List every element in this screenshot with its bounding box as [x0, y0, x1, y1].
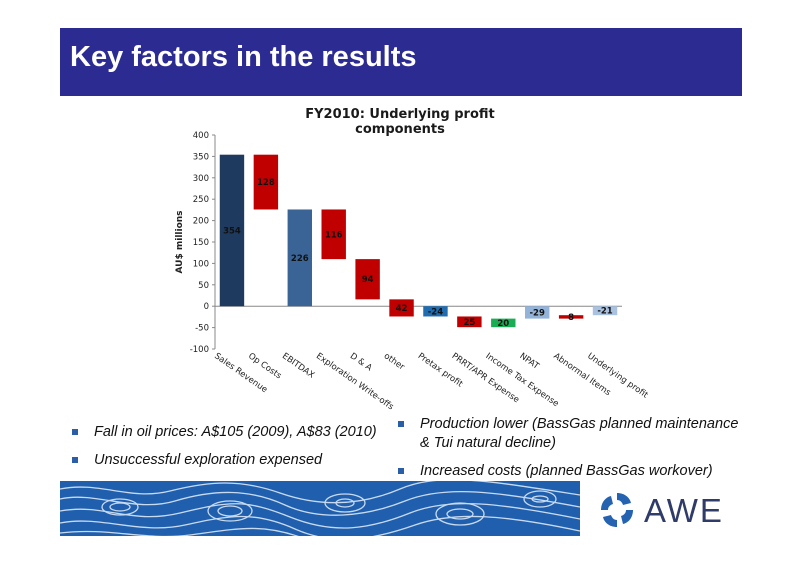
data-label: 128 [257, 178, 275, 188]
bar-decrease [253, 154, 279, 210]
x-tick-label: Abnormal Items [551, 351, 612, 398]
data-label: 25 [463, 318, 475, 328]
bullet-list-right: Production lower (BassGas planned mainte… [398, 415, 743, 490]
bar-increase [491, 318, 516, 328]
bar-increase [558, 315, 584, 319]
y-tick-label: 300 [193, 174, 209, 184]
bullet-text: Production lower (BassGas planned mainte… [420, 416, 739, 451]
contour-pattern-icon [60, 481, 580, 536]
bullet-item: Unsuccessful exploration expensed [72, 451, 402, 470]
data-label: 354 [223, 226, 241, 236]
bar-decrease [457, 316, 482, 328]
bar-decrease [389, 299, 414, 317]
y-tick-label: 0 [204, 302, 209, 312]
bar-total [592, 306, 618, 316]
bullet-item: Increased costs (planned BassGas workove… [398, 462, 743, 481]
logo-text: AWE [644, 492, 724, 529]
y-tick-label: 250 [193, 195, 209, 205]
y-tick-label: 350 [193, 152, 209, 162]
slide-title: Key factors in the results [70, 41, 417, 73]
bullet-item: Fall in oil prices: A$105 (2009), A$83 (… [72, 423, 402, 442]
waterfall-chart: 400 350 300 250 200 150 100 50 0 -50 -100 AU$ milli… [175, 131, 650, 413]
slide-header: Key factors in the results [60, 28, 742, 96]
bar-total [287, 209, 313, 307]
y-tick-label: 100 [193, 259, 209, 269]
y-tick-label: 200 [193, 217, 209, 227]
awe-logo: AWE [598, 491, 738, 531]
data-label: -24 [428, 307, 443, 317]
x-tick-label: other [382, 351, 407, 372]
data-label: 42 [396, 304, 408, 314]
bullet-item: Production lower (BassGas planned mainte… [398, 415, 743, 453]
data-label: 116 [325, 230, 343, 240]
y-axis-title: AU$ millions [175, 210, 185, 273]
footer-pattern-banner [60, 481, 580, 536]
x-tick-label: D & A [348, 351, 374, 373]
x-tick-label: EBITDAX [280, 351, 316, 380]
data-label: 226 [291, 254, 309, 264]
chart-container: FY2010: Underlying profit components 400… [160, 103, 660, 413]
x-tick-label: Underlying profit [585, 351, 650, 401]
y-tick-label: 50 [198, 281, 209, 291]
bullet-marker-icon [398, 468, 404, 474]
bullet-marker-icon [72, 457, 78, 463]
bullet-text: Increased costs (planned BassGas workove… [420, 463, 713, 479]
bullet-list-left: Fall in oil prices: A$105 (2009), A$83 (… [72, 423, 402, 479]
y-tick-label: 150 [193, 238, 209, 248]
y-tick-label: -50 [195, 324, 209, 334]
y-tick-label: 400 [193, 131, 209, 141]
data-label: 94 [362, 275, 374, 285]
bar-decrease [355, 259, 380, 300]
bullet-marker-icon [398, 421, 404, 427]
awe-logo-mark-icon [601, 493, 633, 527]
data-label: -21 [597, 307, 612, 317]
bar-total [524, 306, 550, 319]
data-label: 20 [497, 319, 509, 329]
y-tick-label: -100 [190, 345, 209, 355]
bar-total [423, 306, 448, 317]
chart-title: FY2010: Underlying profit components [305, 107, 495, 137]
data-label: 8 [568, 313, 574, 323]
bullet-text: Unsuccessful exploration expensed [94, 452, 323, 468]
data-label: -29 [530, 308, 545, 318]
bullet-marker-icon [72, 429, 78, 435]
bar-decrease [321, 209, 346, 260]
bullet-text: Fall in oil prices: A$105 (2009), A$83 (… [94, 424, 377, 440]
bar-total [219, 154, 245, 307]
x-tick-label: NPAT [517, 351, 541, 372]
